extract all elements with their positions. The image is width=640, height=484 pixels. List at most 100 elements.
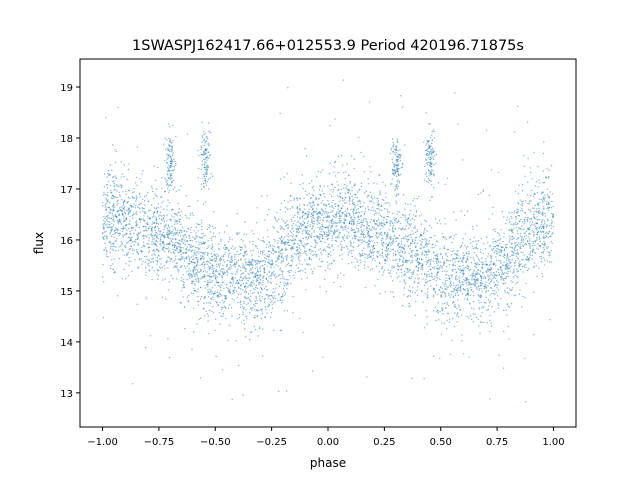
data-point [245,268,246,269]
data-point [280,268,281,269]
data-point [276,212,277,213]
data-point [210,290,211,291]
data-point [533,334,534,335]
data-point [168,226,169,227]
data-point [318,266,319,267]
data-point [223,288,224,289]
data-point [232,293,233,294]
data-point [188,257,189,258]
data-point [286,279,287,280]
data-point [270,245,271,246]
data-point [549,261,550,262]
data-point [385,232,386,233]
data-point [158,275,159,276]
data-point [273,239,274,240]
data-point [184,234,185,235]
data-point [179,246,180,247]
data-point [280,250,281,251]
data-point [501,246,502,247]
data-point [299,228,300,229]
data-point [504,255,505,256]
data-point [277,247,278,248]
data-point [407,236,408,237]
data-point [189,263,190,264]
data-point [497,268,498,269]
data-point [445,253,446,254]
data-point [113,269,114,270]
data-point [270,275,271,276]
data-point [543,141,544,142]
data-point [168,243,169,244]
data-point [446,266,447,267]
data-point [290,230,291,231]
data-point [424,285,425,286]
data-point [476,256,477,257]
data-point [428,249,429,250]
data-point [381,210,382,211]
data-point [206,261,207,262]
data-point [380,192,381,193]
data-point [372,198,373,199]
data-point [523,229,524,230]
data-point [138,237,139,238]
data-point [350,241,351,242]
data-point [462,262,463,263]
data-point [529,221,530,222]
data-point [117,197,118,198]
data-point [370,241,371,242]
data-point [478,295,479,296]
data-point [209,288,210,289]
data-point [471,262,472,263]
data-point [346,215,347,216]
data-point [308,214,309,215]
data-point [513,271,514,272]
data-point [370,270,371,271]
data-point [314,218,315,219]
data-point [324,249,325,250]
data-point [125,278,126,279]
data-point [208,333,209,334]
data-point [447,256,448,257]
data-point [107,256,108,257]
data-point [433,296,434,297]
data-point [332,225,333,226]
data-point [330,230,331,231]
data-point [148,265,149,266]
data-point [227,272,228,273]
data-point [207,289,208,290]
data-point [117,107,118,108]
data-point [282,300,283,301]
data-point [147,222,148,223]
data-point [485,261,486,262]
data-point [191,261,192,262]
data-point [433,257,434,258]
data-point [164,235,165,236]
data-point [223,302,224,303]
data-point [110,208,111,209]
data-point [392,280,393,281]
data-point [132,250,133,251]
data-point [393,225,394,226]
data-point [391,242,392,243]
data-point [441,322,442,323]
data-point [242,278,243,279]
data-point [226,284,227,285]
data-point [535,241,536,242]
data-point [305,237,306,238]
data-point [532,252,533,253]
data-point [252,265,253,266]
data-point [165,248,166,249]
data-point [238,294,239,295]
data-point [267,282,268,283]
data-point [188,300,189,301]
data-point [325,211,326,212]
data-point [484,302,485,303]
data-point [185,257,186,258]
data-point [297,216,298,217]
data-point [113,203,114,204]
data-point [331,196,332,197]
data-point [125,191,126,192]
data-point [194,262,195,263]
data-point [261,196,262,197]
data-point [195,274,196,275]
